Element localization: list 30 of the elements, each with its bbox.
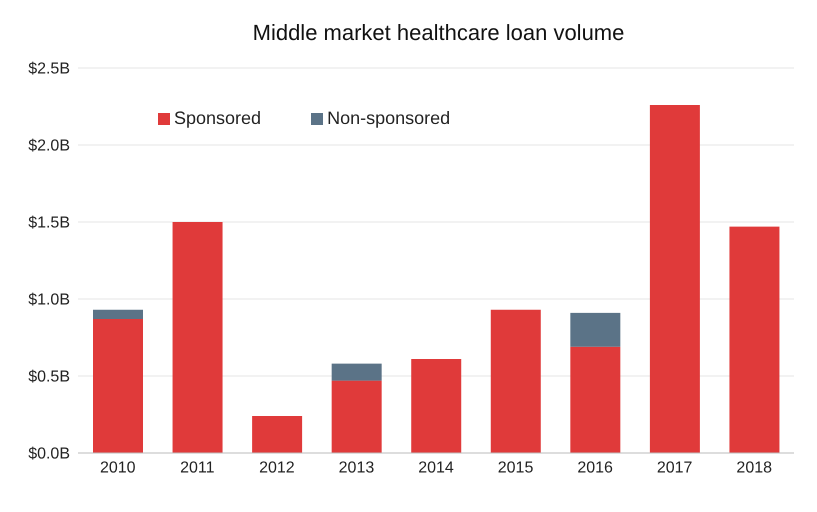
bar bbox=[332, 380, 382, 453]
x-tick-label: 2012 bbox=[259, 459, 295, 476]
x-tick-label: 2017 bbox=[656, 459, 693, 476]
legend-label: Sponsored bbox=[174, 108, 262, 128]
x-tick-label: 2018 bbox=[736, 459, 772, 476]
x-tick-label: 2016 bbox=[577, 459, 614, 476]
chart-title: Middle market healthcare loan volume bbox=[252, 19, 626, 47]
bar bbox=[411, 359, 462, 453]
y-tick-label: $1.0B bbox=[28, 292, 70, 309]
y-tick-label: $0.5B bbox=[28, 368, 70, 386]
x-tick-label: 2014 bbox=[418, 459, 454, 476]
bar bbox=[650, 104, 700, 453]
y-tick-label: $2.5B bbox=[28, 60, 70, 78]
y-tick-label: $1.5B bbox=[28, 214, 70, 232]
legend-label: Non-sponsored bbox=[327, 108, 450, 128]
y-tick-label: $0.0B bbox=[28, 446, 70, 463]
x-tick-label: 2015 bbox=[498, 459, 534, 476]
bar bbox=[252, 416, 302, 453]
bar bbox=[570, 346, 620, 453]
x-tick-label: 2010 bbox=[100, 459, 136, 476]
bar bbox=[490, 310, 541, 453]
x-tick-label: 2013 bbox=[338, 459, 374, 476]
bar bbox=[332, 364, 382, 381]
x-tick-label: 2011 bbox=[180, 459, 215, 476]
bar bbox=[172, 222, 223, 453]
bar bbox=[93, 310, 143, 320]
y-tick-label: $2.0B bbox=[28, 138, 70, 155]
bar bbox=[729, 226, 780, 453]
bar bbox=[93, 319, 143, 453]
bar bbox=[570, 312, 620, 347]
